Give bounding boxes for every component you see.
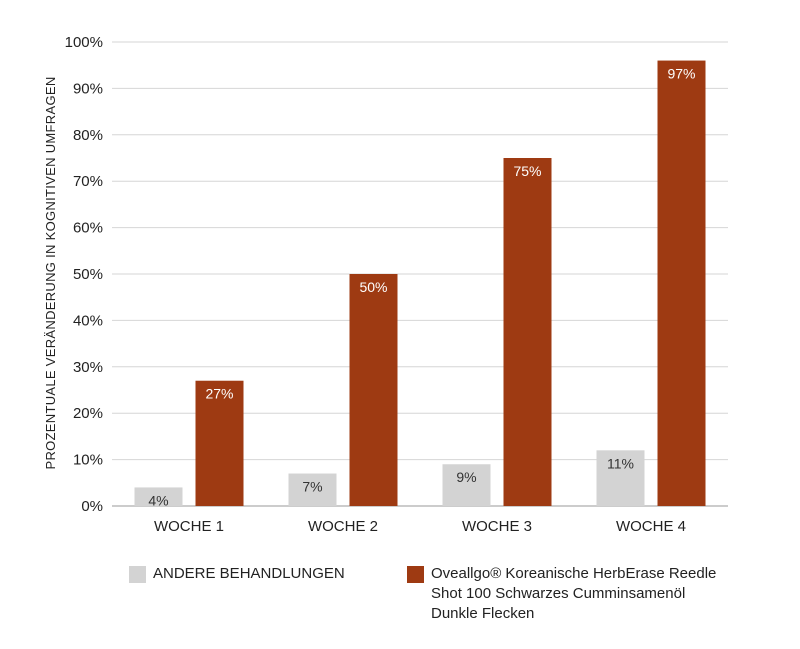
y-tick-label: 50% bbox=[73, 266, 103, 283]
x-category-label: WOCHE 4 bbox=[616, 518, 686, 535]
legend-item-other-treatments: ANDERE BEHANDLUNGEN bbox=[129, 565, 345, 584]
y-tick-label: 20% bbox=[73, 405, 103, 422]
bar-product bbox=[503, 158, 552, 506]
y-tick-label: 80% bbox=[73, 127, 103, 144]
data-label: 9% bbox=[456, 469, 476, 485]
legend-label: Oveallgo® Koreanische HerbErase Reedle S… bbox=[431, 565, 717, 622]
legend-swatch-gray bbox=[129, 566, 146, 583]
legend-label: ANDERE BEHANDLUNGEN bbox=[153, 565, 345, 582]
bar-product bbox=[349, 274, 398, 506]
x-axis-category-labels: WOCHE 1 WOCHE 2 WOCHE 3 WOCHE 4 bbox=[154, 518, 686, 535]
bar-other-treatments bbox=[596, 450, 645, 506]
data-label: 7% bbox=[302, 479, 322, 495]
y-axis-tick-labels: 0% 10% 20% 30% 40% 50% 60% 70% 80% 90% 100% bbox=[65, 34, 103, 515]
y-tick-label: 30% bbox=[73, 359, 103, 376]
y-tick-label: 0% bbox=[81, 498, 103, 515]
x-category-label: WOCHE 2 bbox=[308, 518, 378, 535]
legend: ANDERE BEHANDLUNGEN Oveallgo® Koreanisch… bbox=[0, 565, 800, 636]
x-category-label: WOCHE 3 bbox=[462, 518, 532, 535]
bar-product bbox=[657, 60, 706, 507]
bars: 4% 27% 7% 50% 9% 75% 11% 97% bbox=[134, 60, 706, 508]
bar-other-treatments bbox=[442, 464, 491, 506]
data-label: 11% bbox=[607, 455, 634, 471]
bar-chart: 0% 10% 20% 30% 40% 50% 60% 70% 80% 90% 100% 4% 27% 7… bbox=[43, 34, 728, 535]
x-category-label: WOCHE 1 bbox=[154, 518, 224, 535]
bar-other-treatments bbox=[134, 487, 183, 506]
y-tick-label: 100% bbox=[65, 34, 103, 51]
data-label: 75% bbox=[513, 163, 541, 179]
data-label: 27% bbox=[205, 386, 233, 402]
y-tick-label: 70% bbox=[73, 173, 103, 190]
bar-other-treatments bbox=[288, 473, 337, 506]
legend-item-product: Oveallgo® Koreanische HerbErase Reedle S… bbox=[407, 565, 731, 624]
bar-product bbox=[195, 380, 244, 506]
legend-swatch-brown bbox=[407, 566, 424, 583]
y-tick-label: 90% bbox=[73, 80, 103, 97]
y-tick-label: 60% bbox=[73, 220, 103, 237]
data-label: 50% bbox=[359, 279, 387, 295]
data-label: 4% bbox=[148, 492, 168, 508]
y-tick-label: 40% bbox=[73, 312, 103, 329]
y-tick-label: 10% bbox=[73, 452, 103, 469]
y-axis-label: PROZENTUALE VERÄNDERUNG IN KOGNITIVEN UM… bbox=[43, 76, 58, 469]
data-label: 97% bbox=[667, 66, 695, 82]
